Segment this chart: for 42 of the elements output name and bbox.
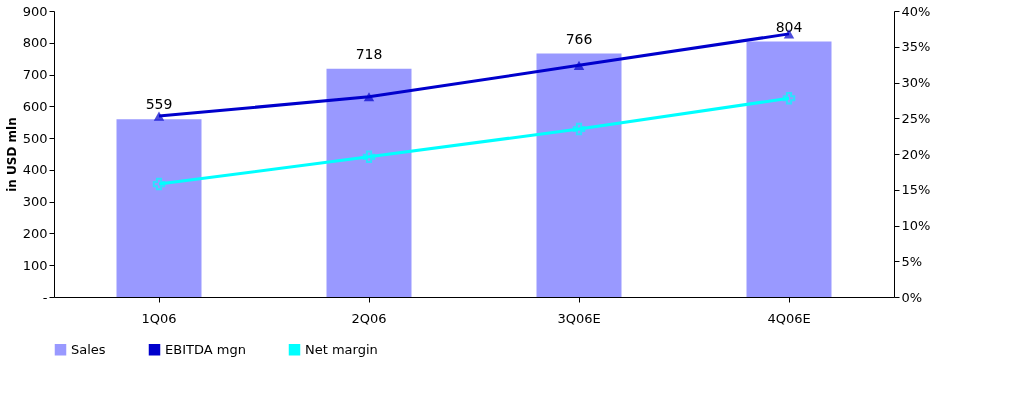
y2-tick-label: 30% bbox=[901, 75, 931, 90]
y2-tick-label: 25% bbox=[901, 110, 931, 126]
y-tick-label: 200 bbox=[22, 225, 48, 241]
point bbox=[782, 91, 796, 105]
y-tick-label: 300 bbox=[22, 194, 48, 210]
y-tick-label: 700 bbox=[22, 67, 48, 83]
y-tick-label: 500 bbox=[22, 130, 48, 146]
y2-tick-label: 0% bbox=[901, 289, 923, 305]
y2-tick-label: 10% bbox=[901, 218, 931, 233]
y-tick-label: 800 bbox=[22, 35, 48, 51]
bar bbox=[536, 53, 622, 297]
x-tick-label: 4Q06E bbox=[767, 310, 811, 326]
data-label: 804 bbox=[775, 18, 803, 35]
point bbox=[362, 150, 376, 164]
point bbox=[363, 92, 375, 102]
y2-tick-label: 40% bbox=[901, 3, 931, 19]
y2-tick-label: 5% bbox=[901, 253, 923, 269]
y2-tick-label: 35% bbox=[901, 39, 931, 55]
legend-label: EBITDA mgn bbox=[165, 341, 246, 357]
data-label: 718 bbox=[355, 45, 383, 62]
y-tick-label: 400 bbox=[22, 162, 48, 178]
x-tick-label: 3Q06E bbox=[557, 310, 601, 326]
y-tick-label: 600 bbox=[22, 98, 48, 114]
bar bbox=[326, 68, 412, 297]
y2-tick-label: 20% bbox=[901, 146, 931, 162]
data-label: 766 bbox=[565, 30, 593, 47]
legend-label: Sales bbox=[71, 341, 106, 357]
point bbox=[573, 60, 585, 70]
bar bbox=[746, 41, 832, 297]
bar bbox=[116, 119, 202, 297]
point bbox=[572, 122, 586, 136]
y-axis-title: in USD mln bbox=[4, 117, 19, 192]
x-tick-label: 1Q06 bbox=[141, 310, 177, 326]
x-tick-label: 2Q06 bbox=[351, 310, 387, 326]
y-tick-label: - bbox=[42, 289, 48, 305]
data-label: 559 bbox=[145, 96, 173, 113]
point bbox=[152, 177, 166, 191]
y-tick-label: 900 bbox=[22, 3, 48, 19]
y-tick-label: 100 bbox=[22, 257, 48, 273]
point bbox=[153, 111, 165, 121]
y2-tick-label: 15% bbox=[901, 182, 931, 198]
legend-label: Net margin bbox=[305, 341, 378, 357]
